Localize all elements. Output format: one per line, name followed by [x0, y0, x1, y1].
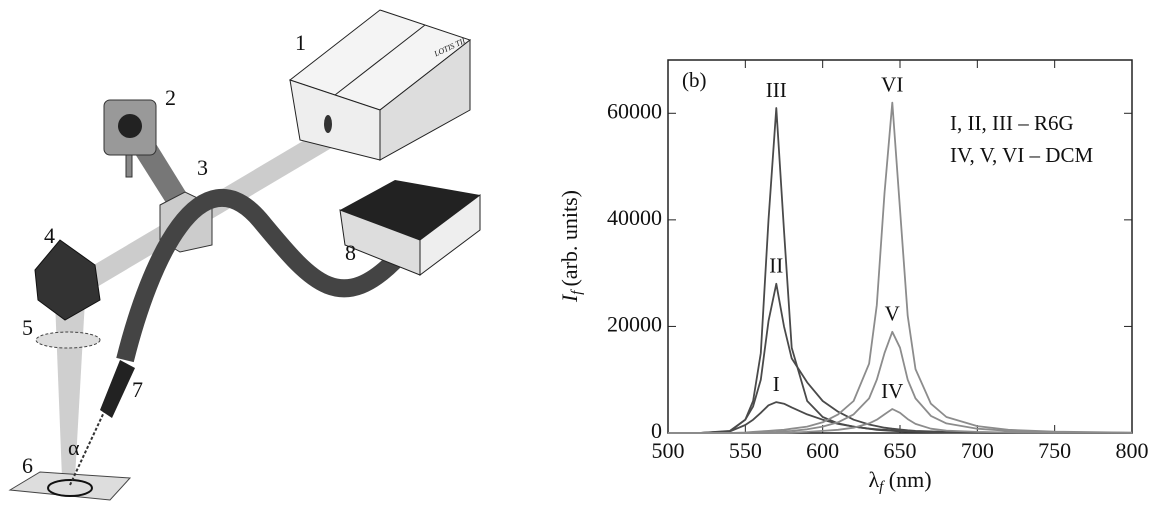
series-line — [668, 107, 1133, 434]
annotation: IV, V, VI – DCM — [950, 143, 1093, 167]
setup-diagram: LOTIS TII 1 2 3 4 5 6 7 8 α — [8, 9, 481, 501]
series-line — [668, 101, 1133, 434]
x-tick-label: 750 — [1038, 438, 1071, 463]
y-tick-label: 20000 — [607, 311, 662, 336]
sample — [8, 471, 132, 501]
y-label-part: I — [557, 293, 582, 303]
detector-stem — [125, 154, 133, 178]
y-tick-label: 60000 — [607, 98, 662, 123]
y-tick-label: 40000 — [607, 205, 662, 230]
label: 7 — [132, 377, 143, 402]
x-label-part: (nm) — [883, 467, 931, 492]
label: 3 — [197, 155, 208, 180]
series-label: V — [885, 302, 900, 326]
y-label-part: (arb. units) — [557, 190, 582, 287]
series-label: I — [773, 372, 780, 396]
x-tick-label: 600 — [806, 438, 839, 463]
spot — [47, 479, 93, 497]
series-label: VI — [881, 72, 903, 96]
annotation: I, II, III – R6G — [950, 111, 1074, 135]
series-label: II — [769, 254, 783, 278]
angle-label: α — [68, 435, 80, 460]
detector-window — [118, 114, 142, 138]
label: 4 — [44, 223, 55, 248]
collection-axis — [69, 409, 106, 486]
x-tick-label: 550 — [729, 438, 762, 463]
spectro-top — [340, 180, 480, 240]
series-line — [668, 282, 1133, 434]
label: 5 — [22, 315, 33, 340]
lamp-line — [334, 24, 426, 96]
fiber — [116, 188, 407, 363]
x-tick-label: 650 — [884, 438, 917, 463]
panel-label: (b) — [682, 68, 707, 92]
y-label-part: f — [569, 289, 585, 295]
y-axis-label: If (arb. units) — [557, 190, 585, 303]
series-label: III — [766, 78, 787, 102]
mirror — [34, 239, 101, 321]
x-tick-label: 700 — [961, 438, 994, 463]
x-tick-label: 800 — [1116, 438, 1149, 463]
spectro-side — [419, 194, 481, 276]
label: 1 — [295, 30, 306, 55]
series-label: IV — [881, 379, 903, 403]
label: 8 — [345, 240, 356, 265]
x-label-part: λ — [868, 467, 879, 492]
lamp-aperture — [324, 115, 332, 133]
x-label-part: f — [879, 479, 885, 495]
lamp-front — [289, 79, 381, 161]
label: 6 — [22, 453, 33, 478]
x-tick-label: 500 — [652, 438, 685, 463]
y-tick-label: 0 — [651, 418, 662, 443]
label: 2 — [165, 85, 176, 110]
x-axis-label: λf (nm) — [868, 467, 931, 495]
fiber-head — [100, 360, 135, 418]
lens — [35, 331, 101, 349]
